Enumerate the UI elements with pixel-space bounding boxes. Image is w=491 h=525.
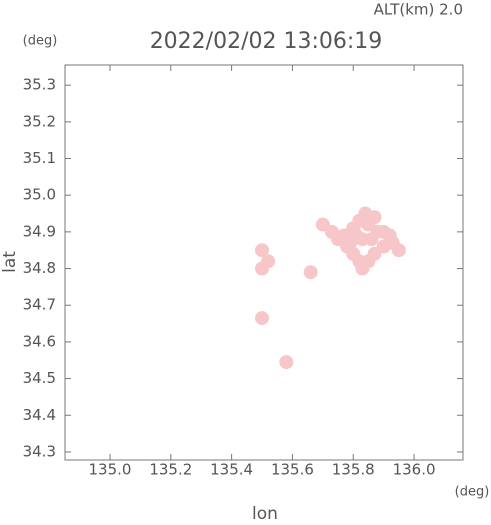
echo-point: [255, 311, 270, 326]
echo-point: [303, 265, 318, 280]
altitude-label: ALT(km) 2.0: [374, 1, 463, 19]
y-tick-label: 34.6: [23, 332, 56, 350]
x-unit: (deg): [455, 485, 490, 500]
x-tick-label: 135.4: [210, 461, 253, 479]
y-tick-label: 34.4: [23, 406, 56, 424]
echo-point: [364, 232, 379, 247]
x-tick-label: 135.6: [271, 461, 314, 479]
echo-point: [255, 243, 270, 258]
y-tick-label: 35.1: [23, 149, 56, 167]
y-tick-label: 35.2: [23, 112, 56, 130]
chart-title: 2022/02/02 13:06:19: [150, 29, 383, 54]
plot-frame: [64, 64, 464, 461]
y-tick-label: 35.0: [23, 186, 56, 204]
y-axis-label: lat: [0, 251, 20, 273]
echo-point: [261, 254, 276, 269]
echo-point: [382, 228, 397, 243]
y-tick-label: 34.8: [23, 259, 56, 277]
echo-point: [349, 228, 364, 243]
x-tick-label: 135.2: [149, 461, 192, 479]
y-tick-label: 34.7: [23, 296, 56, 314]
x-tick-label: 135.8: [332, 461, 375, 479]
y-tick-label: 34.9: [23, 222, 56, 240]
y-unit: (deg): [23, 34, 58, 49]
echo-point: [391, 243, 406, 258]
y-tick-label: 35.3: [23, 76, 56, 94]
echo-point: [279, 355, 294, 370]
y-tick-label: 34.3: [23, 442, 56, 460]
x-axis-label: lon: [252, 504, 278, 521]
x-tick-label: 135.0: [89, 461, 132, 479]
echo-point: [358, 206, 373, 221]
x-tick-label: 136.0: [393, 461, 436, 479]
y-tick-label: 34.5: [23, 369, 56, 387]
